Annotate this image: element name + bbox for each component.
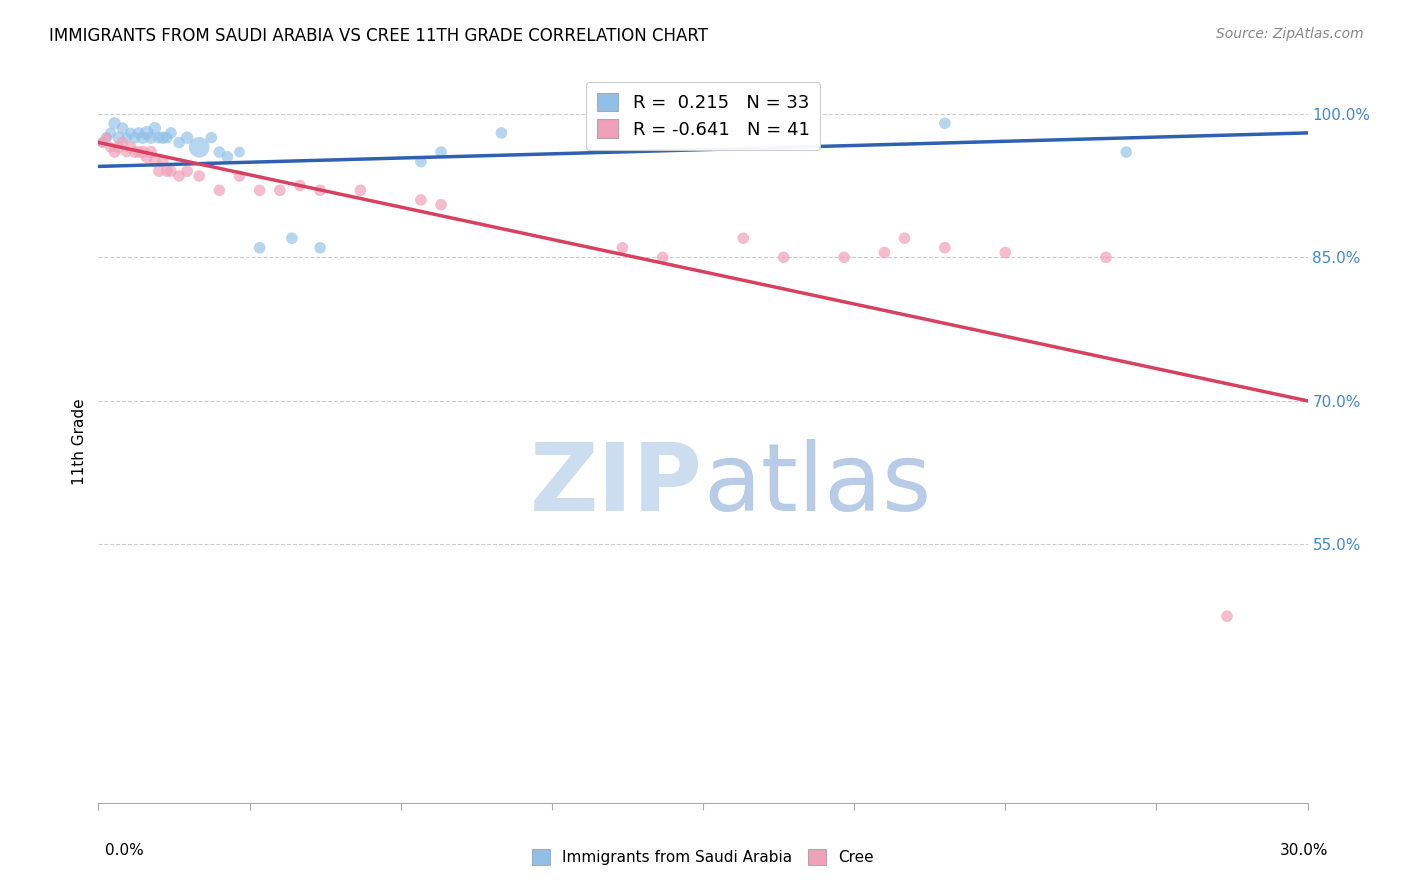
Text: ZIP: ZIP — [530, 439, 703, 531]
Point — [115, 130, 138, 145]
Point — [733, 231, 755, 245]
Point — [124, 130, 146, 145]
Point — [103, 116, 125, 130]
Point — [409, 154, 432, 169]
Point — [128, 126, 150, 140]
Point — [349, 183, 371, 197]
Point — [208, 183, 231, 197]
Point — [288, 178, 311, 193]
Point — [430, 145, 453, 159]
Point — [188, 169, 211, 183]
Point — [409, 193, 432, 207]
Point — [249, 241, 271, 255]
Point — [430, 197, 453, 211]
Point — [148, 164, 170, 178]
Point — [167, 136, 190, 150]
Point — [1216, 609, 1239, 624]
Point — [115, 145, 138, 159]
Point — [111, 136, 134, 150]
Legend: R =  0.215   N = 33, R = -0.641   N = 41: R = 0.215 N = 33, R = -0.641 N = 41 — [586, 82, 820, 150]
Point — [96, 130, 118, 145]
Point — [934, 241, 956, 255]
Point — [148, 130, 170, 145]
Text: IMMIGRANTS FROM SAUDI ARABIA VS CREE 11TH GRADE CORRELATION CHART: IMMIGRANTS FROM SAUDI ARABIA VS CREE 11T… — [49, 27, 709, 45]
Point — [139, 130, 162, 145]
Point — [124, 145, 146, 159]
Point — [128, 145, 150, 159]
Point — [217, 150, 239, 164]
Point — [176, 130, 198, 145]
Point — [873, 245, 896, 260]
Point — [120, 126, 142, 140]
Point — [612, 241, 634, 255]
Point — [228, 169, 250, 183]
Point — [156, 164, 179, 178]
Text: atlas: atlas — [703, 439, 931, 531]
Text: Source: ZipAtlas.com: Source: ZipAtlas.com — [1216, 27, 1364, 41]
Point — [135, 150, 157, 164]
Point — [309, 241, 332, 255]
Point — [143, 121, 166, 136]
Point — [120, 140, 142, 154]
Point — [491, 126, 513, 140]
Point — [772, 250, 794, 264]
Point — [160, 164, 183, 178]
Point — [167, 169, 190, 183]
Point — [100, 140, 122, 154]
Point — [228, 145, 250, 159]
Point — [91, 136, 114, 150]
Point — [160, 126, 183, 140]
Point — [176, 164, 198, 178]
Point — [139, 145, 162, 159]
Point — [893, 231, 915, 245]
Point — [1115, 145, 1137, 159]
Point — [100, 126, 122, 140]
Text: 30.0%: 30.0% — [1281, 843, 1329, 858]
Point — [143, 154, 166, 169]
Point — [188, 140, 211, 154]
Point — [107, 140, 129, 154]
Y-axis label: 11th Grade: 11th Grade — [72, 398, 87, 485]
Point — [1095, 250, 1118, 264]
Point — [200, 130, 222, 145]
Point — [832, 250, 855, 264]
Point — [96, 130, 118, 145]
Point — [208, 145, 231, 159]
Point — [269, 183, 291, 197]
Point — [135, 126, 157, 140]
Point — [152, 154, 174, 169]
Point — [934, 116, 956, 130]
Point — [91, 136, 114, 150]
Point — [651, 250, 673, 264]
Point — [249, 183, 271, 197]
Point — [281, 231, 304, 245]
Point — [111, 121, 134, 136]
Point — [309, 183, 332, 197]
Point — [103, 145, 125, 159]
Point — [152, 130, 174, 145]
Point — [156, 130, 179, 145]
Legend: Immigrants from Saudi Arabia, Cree: Immigrants from Saudi Arabia, Cree — [526, 843, 880, 871]
Point — [132, 145, 155, 159]
Point — [132, 130, 155, 145]
Text: 0.0%: 0.0% — [105, 843, 145, 858]
Point — [107, 130, 129, 145]
Point — [994, 245, 1017, 260]
